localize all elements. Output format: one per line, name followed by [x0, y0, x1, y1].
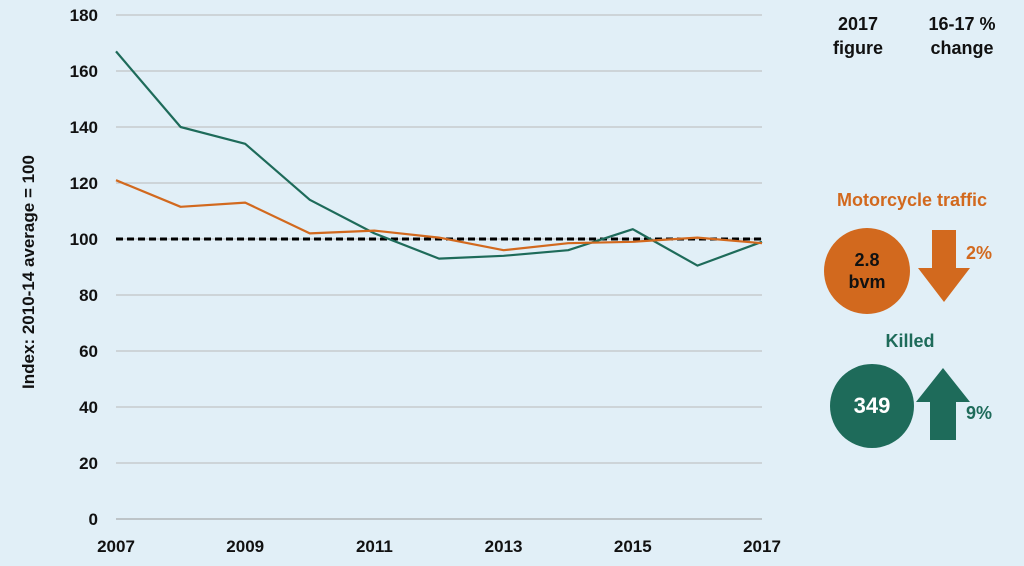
series-line-motorcycle-traffic [115, 179, 763, 252]
series-line-killed [115, 50, 763, 267]
figure-header-line1: 2017 [837, 14, 879, 34]
x-tick-label: 2007 [97, 537, 135, 556]
figure-header-line2: figure [832, 38, 883, 58]
x-tick-labels: 2007 2009 2011 2013 2015 2017 [97, 537, 781, 556]
change-column-header: 16-17 % change [916, 12, 1008, 60]
y-tick-label: 160 [70, 62, 98, 81]
x-tick-label: 2017 [743, 537, 781, 556]
series-lines [115, 50, 763, 267]
x-tick-label: 2015 [614, 537, 652, 556]
x-tick-label: 2013 [485, 537, 523, 556]
y-tick-label: 20 [79, 454, 98, 473]
y-tick-label: 40 [79, 398, 98, 417]
traffic-change: 2% [966, 243, 993, 263]
x-tick-label: 2009 [226, 537, 264, 556]
y-tick-label: 100 [70, 230, 98, 249]
y-tick-label: 120 [70, 174, 98, 193]
y-tick-label: 140 [70, 118, 98, 137]
arrow-down-icon [918, 230, 970, 302]
traffic-value: 2.8 [854, 250, 880, 270]
traffic-value-bubble: 2.8 bvm [824, 228, 910, 314]
traffic-unit: bvm [848, 272, 886, 292]
y-tick-label: 0 [89, 510, 98, 529]
arrow-up-icon [916, 368, 970, 440]
gridlines [116, 14, 762, 520]
line-chart: 0 20 40 60 80 100 120 140 160 180 2007 2009 2011 201… [19, 6, 781, 556]
killed-value-bubble: 349 [830, 364, 914, 448]
change-header-line1: 16-17 % [928, 14, 996, 34]
y-tick-label: 80 [79, 286, 98, 305]
y-tick-label: 180 [70, 6, 98, 25]
y-tick-label: 60 [79, 342, 98, 361]
killed-title: Killed [885, 331, 935, 351]
killed-change: 9% [966, 403, 993, 423]
x-tick-label: 2011 [356, 537, 393, 556]
change-header-line2: change [930, 38, 994, 58]
y-tick-labels: 0 20 40 60 80 100 120 140 160 180 [70, 6, 98, 529]
traffic-title: Motorcycle traffic [836, 190, 988, 210]
y-axis-label: Index: 2010-14 average = 100 [19, 155, 38, 389]
figure-column-header: 2017 figure [818, 12, 898, 60]
